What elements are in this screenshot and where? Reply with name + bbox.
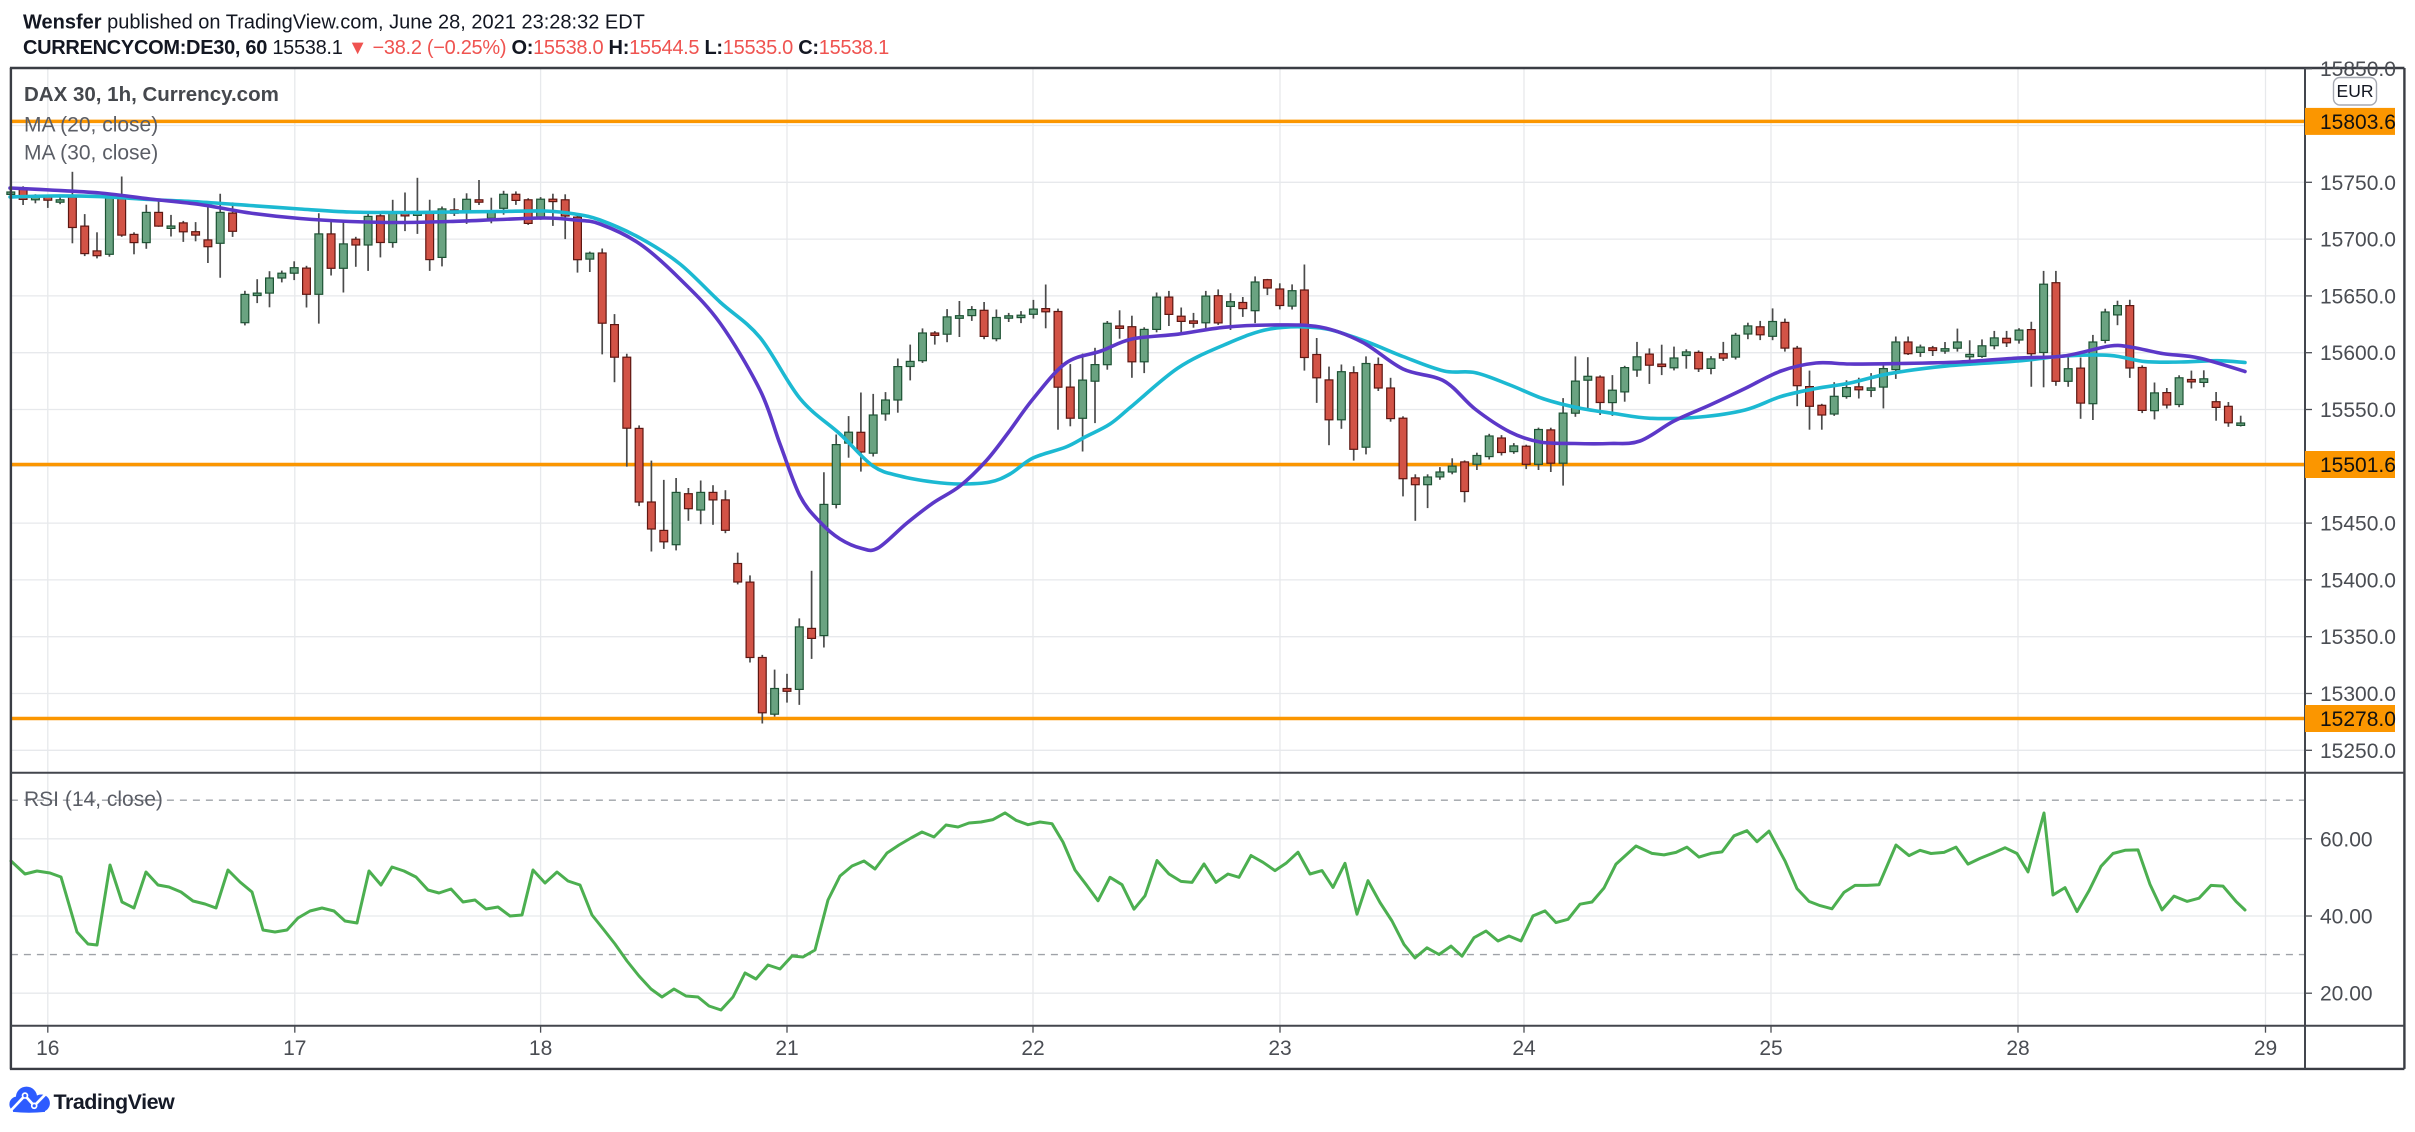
svg-text:60.00: 60.00 [2320,828,2373,851]
svg-text:15850.0: 15850.0 [2320,58,2396,81]
svg-text:CURRENCYCOM:DE30, 60 15538.1 ▼: CURRENCYCOM:DE30, 60 15538.1 ▼ −38.2 (−0… [23,37,889,59]
svg-text:28: 28 [2006,1037,2029,1060]
svg-text:24: 24 [1512,1037,1536,1060]
svg-text:15550.0: 15550.0 [2320,399,2396,422]
svg-text:15450.0: 15450.0 [2320,513,2396,536]
svg-text:25: 25 [1759,1037,1782,1060]
svg-text:23: 23 [1268,1037,1291,1060]
svg-text:MA (20, close): MA (20, close) [24,114,158,137]
svg-text:15700.0: 15700.0 [2320,229,2396,252]
svg-text:15350.0: 15350.0 [2320,626,2396,649]
svg-text:29: 29 [2254,1037,2277,1060]
svg-text:18: 18 [529,1037,552,1060]
svg-text:15400.0: 15400.0 [2320,569,2396,592]
svg-text:15803.6: 15803.6 [2320,111,2396,134]
svg-text:16: 16 [36,1037,59,1060]
svg-text:MA (30, close): MA (30, close) [24,142,158,165]
svg-text:40.00: 40.00 [2320,906,2373,929]
svg-text:15750.0: 15750.0 [2320,172,2396,195]
svg-text:EUR: EUR [2337,81,2374,101]
svg-text:15600.0: 15600.0 [2320,342,2396,365]
svg-text:22: 22 [1021,1037,1044,1060]
svg-text:15250.0: 15250.0 [2320,740,2396,763]
svg-text:15650.0: 15650.0 [2320,285,2396,308]
svg-text:TradingView: TradingView [54,1090,176,1114]
svg-text:15300.0: 15300.0 [2320,683,2396,706]
svg-text:15278.0: 15278.0 [2320,708,2396,731]
svg-text:21: 21 [775,1037,798,1060]
svg-text:RSI (14, close): RSI (14, close) [24,788,163,811]
svg-text:Wensfer published on TradingVi: Wensfer published on TradingView.com, Ju… [23,12,645,34]
svg-text:17: 17 [283,1037,306,1060]
svg-text:20.00: 20.00 [2320,983,2373,1006]
svg-text:15501.6: 15501.6 [2320,454,2396,477]
svg-text:DAX 30, 1h, Currency.com: DAX 30, 1h, Currency.com [24,83,279,106]
